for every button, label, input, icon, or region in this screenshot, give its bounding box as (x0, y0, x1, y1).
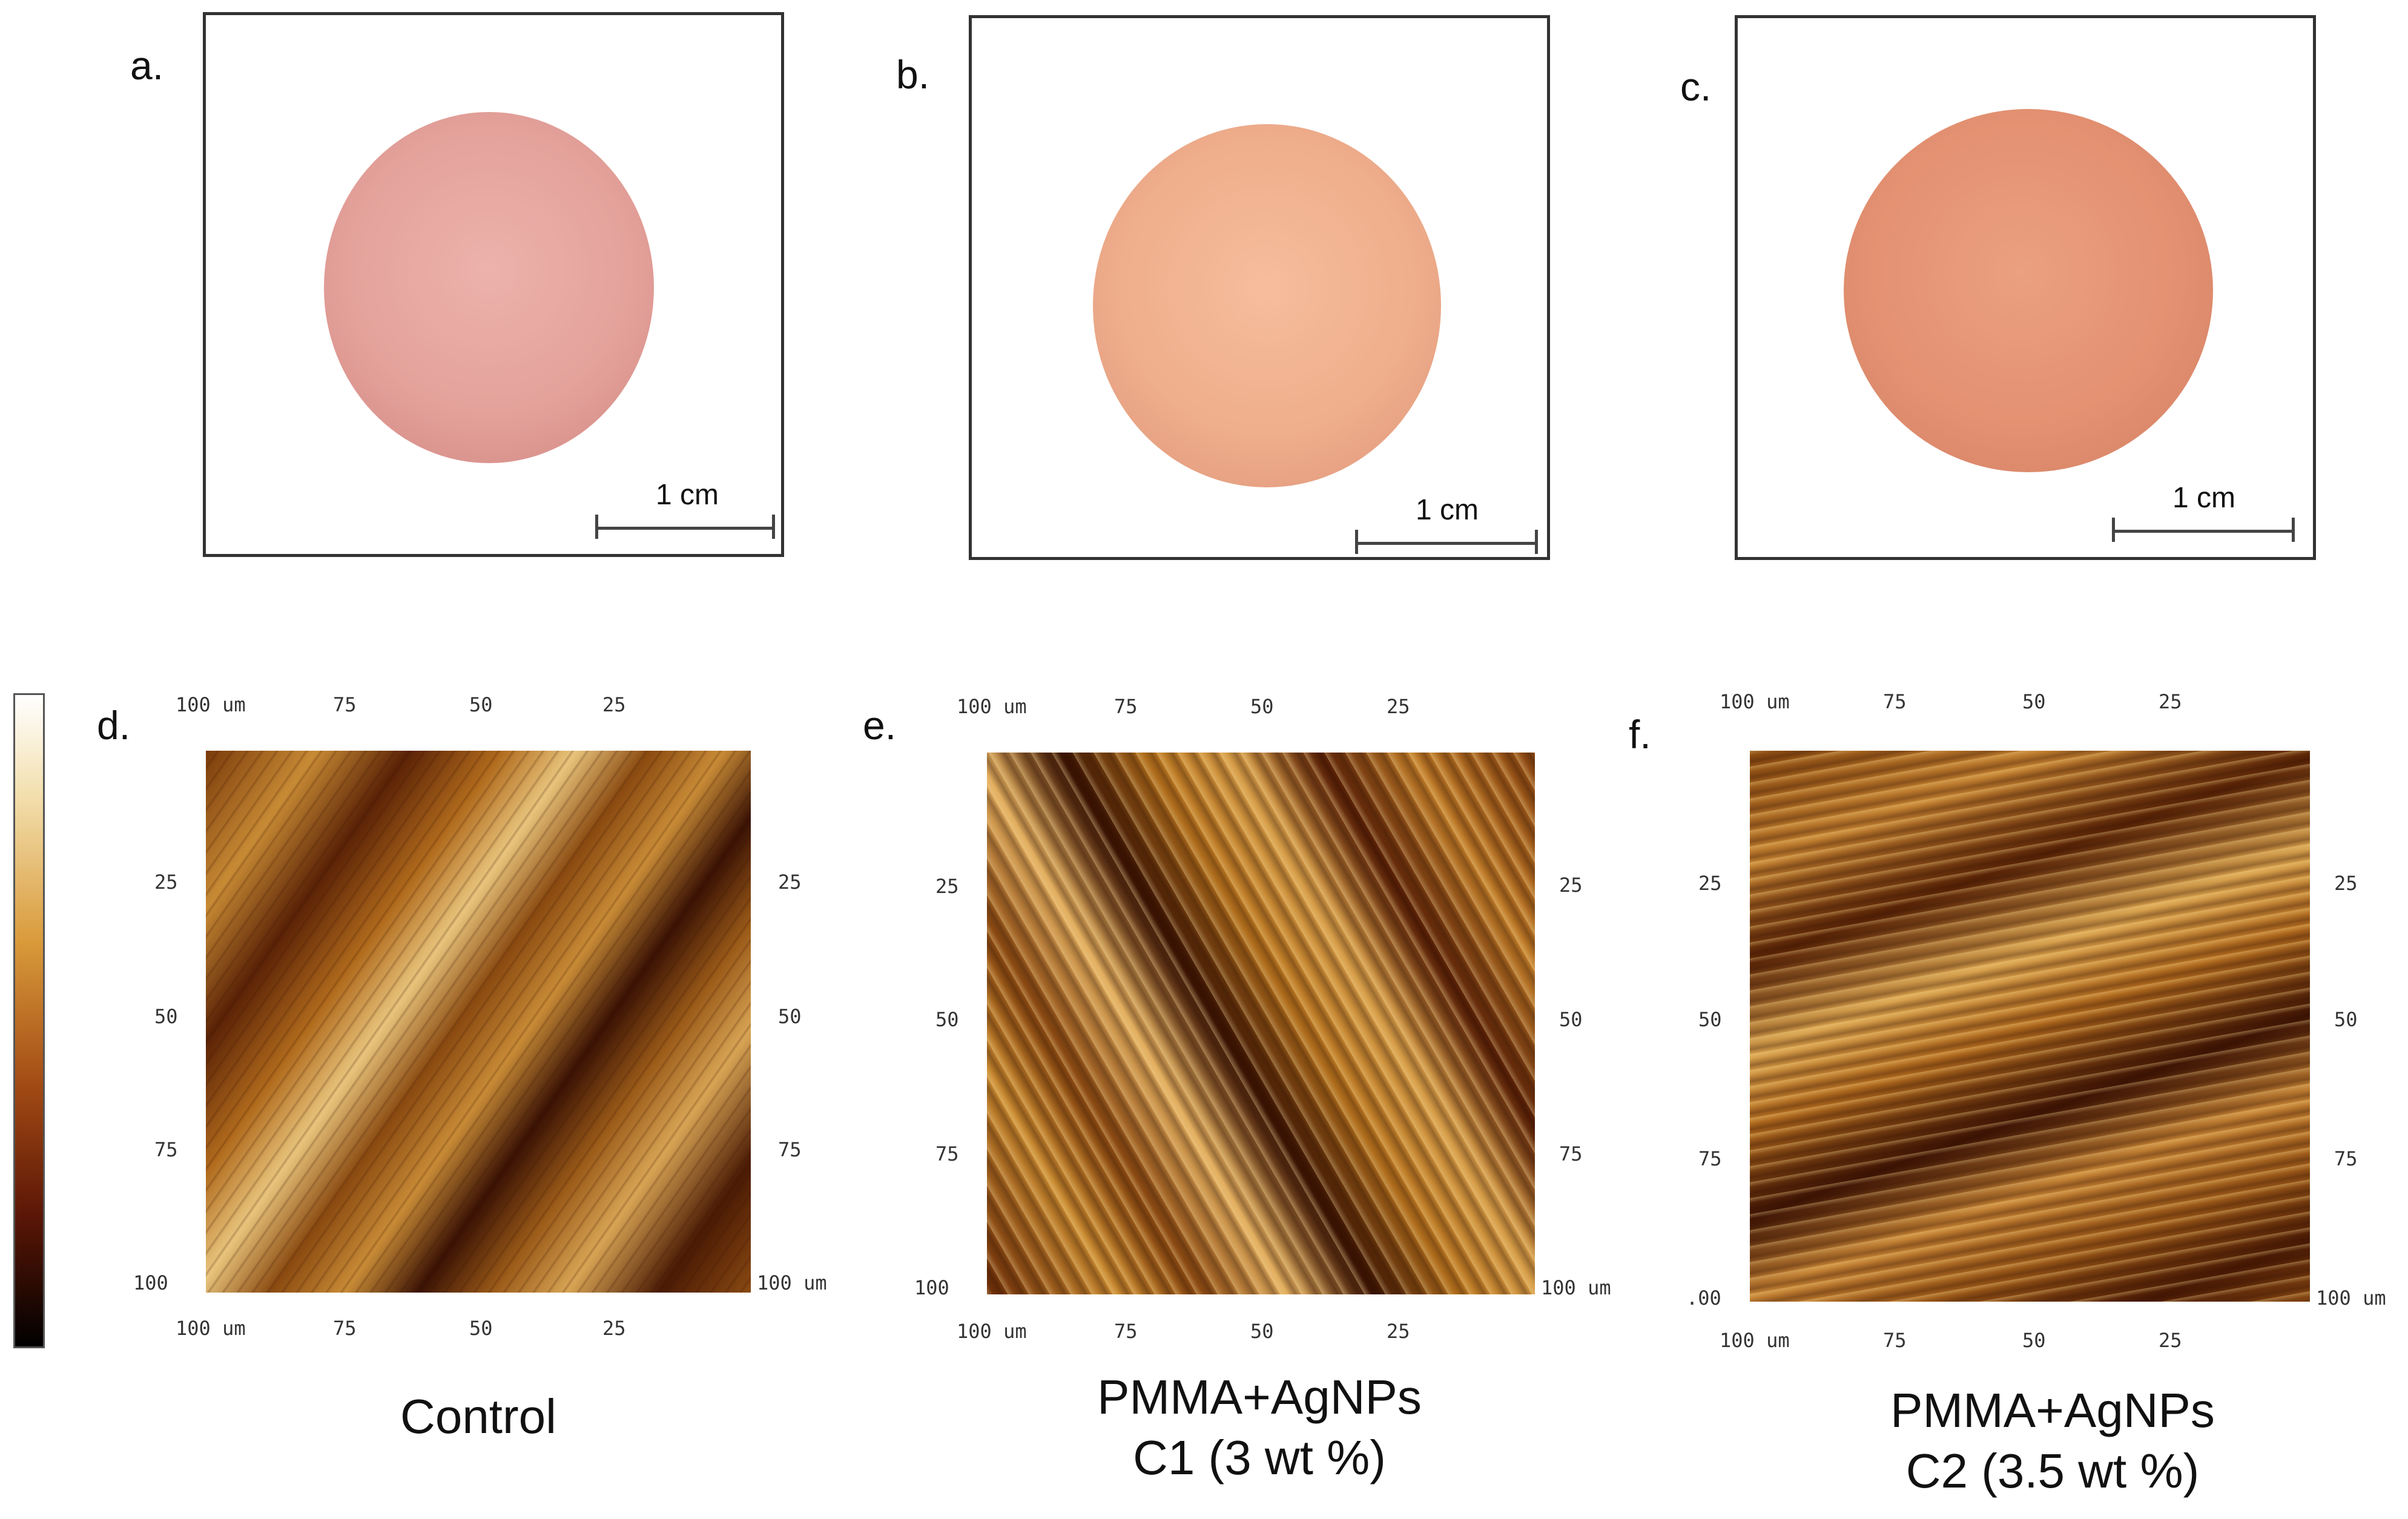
specimen-disc-b (1093, 124, 1441, 487)
scalebar-label-b: 1 cm (1415, 494, 1479, 526)
axis-top-tick-d-3: 50 (469, 693, 493, 716)
axis-top-tick-f-3: 50 (2022, 690, 2046, 713)
axis-left-tick-d-2: 50 (154, 1005, 178, 1028)
axis-left-tick-f-3: 75 (1698, 1147, 1722, 1170)
specimen-disc-a (324, 112, 654, 463)
axis-top-tick-f-2: 75 (1883, 690, 1907, 713)
axis-right-tick-f-4: 100 um (2316, 1287, 2386, 1310)
axis-bottom-tick-d-4: 25 (602, 1317, 626, 1340)
axis-left-tick-e-1: 25 (935, 875, 959, 898)
caption-e: PMMA+AgNPs C1 (3 wt %) (1041, 1367, 1477, 1488)
afm-image-control (206, 751, 751, 1293)
axis-top-tick-e-2: 75 (1114, 695, 1138, 718)
height-colorbar (13, 693, 45, 1348)
scalebar-tick-left-c (2112, 518, 2115, 542)
photo-panel-b: 1 cm (969, 15, 1550, 560)
caption-e-line1: PMMA+AgNPs (1097, 1370, 1422, 1424)
axis-right-tick-e-4: 100 um (1541, 1276, 1611, 1299)
caption-f-line1: PMMA+AgNPs (1890, 1383, 2215, 1437)
axis-right-tick-e-2: 50 (1559, 1008, 1583, 1031)
axis-top-tick-f-4: 25 (2159, 690, 2182, 713)
axis-right-tick-d-3: 75 (778, 1138, 802, 1161)
axis-left-tick-d-1: 25 (154, 871, 178, 894)
axis-right-tick-e-1: 25 (1559, 874, 1583, 897)
specimen-disc-c (1844, 109, 2213, 472)
axis-top-tick-d-1: 100 um (176, 693, 246, 716)
scalebar-label-c: 1 cm (2172, 482, 2235, 514)
axis-bottom-tick-d-1: 100 um (176, 1317, 246, 1340)
afm-image-c1 (987, 753, 1535, 1294)
axis-bottom-tick-f-4: 25 (2159, 1329, 2182, 1352)
caption-e-line2: C1 (3 wt %) (1133, 1431, 1386, 1484)
axis-left-tick-d-4: 100 (133, 1271, 168, 1294)
photo-panel-c: 1 cm (1735, 15, 2316, 560)
afm-image-c2 (1750, 751, 2310, 1302)
axis-top-tick-e-1: 100 um (957, 695, 1027, 718)
axis-top-tick-d-4: 25 (602, 693, 626, 716)
scalebar-b (1356, 542, 1538, 545)
scalebar-tick-right-c (2292, 518, 2295, 542)
axis-left-tick-f-2: 50 (1698, 1008, 1722, 1031)
axis-bottom-tick-e-4: 25 (1387, 1320, 1410, 1343)
scalebar-a (596, 527, 775, 530)
axis-top-tick-f-1: 100 um (1720, 690, 1790, 713)
axis-bottom-tick-d-3: 50 (469, 1317, 493, 1340)
scalebar-tick-left-b (1355, 530, 1358, 554)
axis-bottom-tick-e-3: 50 (1250, 1320, 1274, 1343)
caption-f-line2: C2 (3.5 wt %) (1905, 1444, 2200, 1498)
panel-label-c: c. (1680, 64, 1712, 109)
axis-right-tick-f-1: 25 (2334, 872, 2358, 895)
axis-bottom-tick-d-2: 75 (333, 1317, 357, 1340)
panel-label-b: b. (896, 52, 930, 97)
caption-d-line1: Control (400, 1389, 556, 1443)
axis-bottom-tick-f-3: 50 (2022, 1329, 2046, 1352)
axis-left-tick-e-4: 100 (914, 1276, 949, 1299)
photo-panel-a: 1 cm (203, 12, 784, 557)
axis-top-tick-d-2: 75 (333, 693, 357, 716)
axis-top-tick-e-4: 25 (1387, 695, 1410, 718)
axis-top-tick-e-3: 50 (1250, 695, 1274, 718)
axis-right-tick-e-3: 75 (1559, 1142, 1583, 1165)
panel-label-a: a. (130, 43, 164, 88)
axis-bottom-tick-f-1: 100 um (1720, 1329, 1790, 1352)
axis-bottom-tick-e-2: 75 (1114, 1320, 1138, 1343)
axis-left-tick-f-4: .00 (1686, 1287, 1721, 1310)
axis-bottom-tick-e-1: 100 um (957, 1320, 1027, 1343)
scalebar-tick-left-a (595, 515, 598, 539)
axis-right-tick-d-1: 25 (778, 871, 802, 894)
caption-f: PMMA+AgNPs C2 (3.5 wt %) (1826, 1380, 2280, 1501)
scalebar-c (2113, 530, 2295, 533)
axis-right-tick-d-2: 50 (778, 1005, 802, 1028)
panel-label-e: e. (863, 703, 897, 748)
axis-right-tick-d-4: 100 um (757, 1271, 827, 1294)
axis-right-tick-f-3: 75 (2334, 1147, 2358, 1170)
panel-label-f: f. (1629, 712, 1651, 757)
axis-left-tick-e-3: 75 (935, 1142, 959, 1165)
axis-bottom-tick-f-2: 75 (1883, 1329, 1907, 1352)
scalebar-label-a: 1 cm (655, 479, 719, 511)
scalebar-tick-right-a (772, 515, 775, 539)
axis-right-tick-f-2: 50 (2334, 1008, 2358, 1031)
panel-label-d: d. (97, 703, 131, 748)
axis-left-tick-e-2: 50 (935, 1008, 959, 1031)
axis-left-tick-f-1: 25 (1698, 872, 1722, 895)
caption-d: Control (266, 1386, 690, 1447)
scalebar-tick-right-b (1535, 530, 1538, 554)
axis-left-tick-d-3: 75 (154, 1138, 178, 1161)
